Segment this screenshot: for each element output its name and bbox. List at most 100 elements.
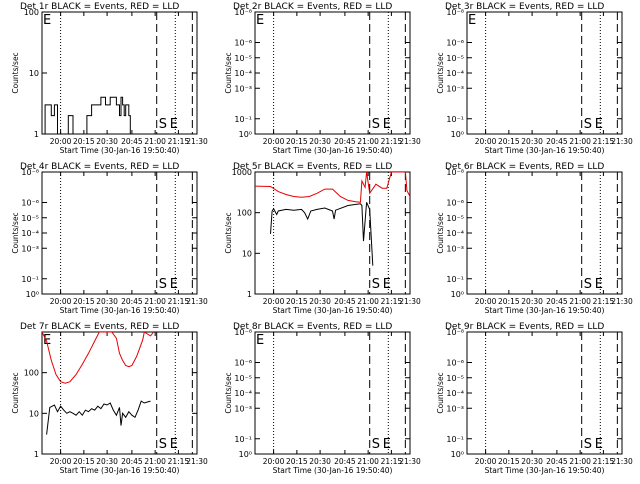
y-tick-label: 10 bbox=[29, 409, 39, 418]
plot-frame bbox=[254, 171, 411, 295]
marker-e-left: E bbox=[468, 13, 476, 28]
y-tick-label: 10⁰ bbox=[26, 290, 39, 299]
x-tick-label: 21:30 bbox=[399, 457, 421, 466]
marker-e-left: E bbox=[256, 333, 264, 348]
marker-e-label: E bbox=[595, 437, 603, 452]
x-tick-label: 21:15 bbox=[593, 457, 615, 466]
x-tick-label: 20:15 bbox=[286, 457, 308, 466]
y-axis-label: Counts/sec bbox=[224, 52, 233, 93]
y-tick-label: 10⁻³ bbox=[234, 84, 252, 93]
x-tick-label: 20:45 bbox=[334, 457, 356, 466]
y-tick-label: 10 bbox=[242, 249, 252, 258]
panel-det-5: Det 5r BLACK = Events, RED = LLD 1 10 100 10… bbox=[224, 162, 421, 315]
series-lld-red bbox=[42, 332, 154, 384]
x-tick-label: 20:15 bbox=[73, 297, 95, 306]
y-tick-label: 10⁻⁸ bbox=[446, 328, 464, 337]
panel-det-3: Det 3r BLACK = Events, RED = LLD 10⁰ 10⁻¹ 1… bbox=[436, 2, 633, 155]
y-tick-label: 10⁻⁴ bbox=[446, 69, 464, 78]
marker-e-label: E bbox=[595, 277, 603, 292]
y-tick-label: 10⁰ bbox=[451, 290, 464, 299]
y-tick-label: 10 bbox=[29, 69, 39, 78]
y-tick-label: 10⁻¹ bbox=[234, 115, 252, 124]
x-tick-label: 21:15 bbox=[593, 137, 615, 146]
x-axis-label: Start Time (30-Jan-16 19:50:40) bbox=[273, 306, 393, 315]
plot-frame bbox=[466, 171, 623, 295]
y-tick-label: 10⁻¹ bbox=[234, 435, 252, 444]
x-tick-label: 20:45 bbox=[121, 297, 143, 306]
x-tick-label: 20:00 bbox=[475, 137, 497, 146]
marker-s-label: S bbox=[584, 117, 592, 132]
y-tick-label: 100 bbox=[237, 209, 252, 218]
panel-det-6: Det 6r BLACK = Events, RED = LLD 10⁰ 10⁻¹ 1… bbox=[436, 162, 633, 315]
y-tick-label: 10⁰ bbox=[239, 130, 252, 139]
y-tick-label: 10⁻⁴ bbox=[21, 229, 39, 238]
series-events-black bbox=[42, 96, 131, 134]
plot-frame bbox=[254, 11, 411, 135]
x-tick-label: 20:30 bbox=[96, 297, 118, 306]
x-tick-label: 20:45 bbox=[334, 297, 356, 306]
y-tick-label: 1 bbox=[34, 130, 39, 139]
x-axis-label: Start Time (30-Jan-16 19:50:40) bbox=[273, 146, 393, 155]
x-axis-label: Start Time (30-Jan-16 19:50:40) bbox=[273, 466, 393, 475]
y-tick-label: 10⁻⁸ bbox=[446, 168, 464, 177]
x-tick-label: 20:45 bbox=[121, 137, 143, 146]
y-tick-label: 1 bbox=[247, 290, 252, 299]
marker-e-label: E bbox=[170, 437, 178, 452]
x-axis-label: Start Time (30-Jan-16 19:50:40) bbox=[485, 306, 605, 315]
marker-e-left: E bbox=[256, 13, 264, 28]
y-axis-label: Counts/sec bbox=[224, 212, 233, 253]
marker-e-label: E bbox=[383, 117, 391, 132]
x-tick-label: 20:15 bbox=[286, 297, 308, 306]
panel-det-9: Det 9r BLACK = Events, RED = LLD 10⁰ 10⁻¹ 1… bbox=[436, 322, 633, 475]
x-tick-label: 21:00 bbox=[144, 137, 166, 146]
x-tick-label: 21:00 bbox=[357, 457, 379, 466]
marker-e-label: E bbox=[383, 277, 391, 292]
x-tick-label: 21:00 bbox=[357, 137, 379, 146]
x-axis-label: Start Time (30-Jan-16 19:50:40) bbox=[485, 146, 605, 155]
x-tick-label: 21:00 bbox=[569, 297, 591, 306]
y-axis-label: Counts/sec bbox=[436, 212, 445, 253]
x-tick-label: 20:30 bbox=[309, 297, 331, 306]
panel-det-2: Det 2r BLACK = Events, RED = LLD 10⁰ 10⁻¹ 1… bbox=[224, 2, 421, 155]
x-tick-label: 21:30 bbox=[186, 457, 208, 466]
marker-s-label: S bbox=[372, 117, 380, 132]
marker-e-label: E bbox=[170, 117, 178, 132]
panel-title: Det 7r BLACK = Events, RED = LLD bbox=[20, 322, 179, 332]
panel-title: Det 5r BLACK = Events, RED = LLD bbox=[233, 162, 392, 172]
x-tick-label: 20:30 bbox=[309, 457, 331, 466]
x-tick-label: 20:30 bbox=[521, 137, 543, 146]
y-tick-label: 10⁻¹ bbox=[446, 435, 464, 444]
x-tick-label: 20:15 bbox=[498, 137, 520, 146]
y-tick-label: 10⁻⁸ bbox=[234, 8, 252, 17]
marker-e-label: E bbox=[595, 117, 603, 132]
y-tick-label: 10⁻⁶ bbox=[446, 359, 464, 368]
x-tick-label: 21:30 bbox=[399, 137, 421, 146]
panel-title: Det 8r BLACK = Events, RED = LLD bbox=[233, 322, 392, 332]
panel-det-1: Det 1r BLACK = Events, RED = LLD 1 10 100 20… bbox=[11, 2, 208, 155]
x-tick-label: 21:30 bbox=[611, 457, 633, 466]
y-axis-label: Counts/sec bbox=[436, 372, 445, 413]
x-tick-label: 20:15 bbox=[498, 457, 520, 466]
x-tick-label: 21:30 bbox=[186, 137, 208, 146]
x-tick-label: 21:15 bbox=[381, 457, 403, 466]
marker-e-left: E bbox=[43, 333, 51, 348]
marker-s-label: S bbox=[159, 437, 167, 452]
y-tick-label: 10⁻⁵ bbox=[234, 54, 252, 63]
y-tick-label: 100 bbox=[24, 8, 39, 17]
marker-s-label: S bbox=[372, 437, 380, 452]
x-tick-label: 21:30 bbox=[186, 297, 208, 306]
y-axis-label: Counts/sec bbox=[11, 212, 20, 253]
y-tick-label: 10⁻³ bbox=[446, 244, 464, 253]
panel-det-4: Det 4r BLACK = Events, RED = LLD 10⁰ 10⁻¹ 1… bbox=[11, 162, 208, 315]
plot-frame bbox=[41, 331, 198, 455]
y-tick-label: 10⁻⁸ bbox=[234, 328, 252, 337]
y-tick-label: 10⁻⁴ bbox=[446, 229, 464, 238]
marker-s-label: S bbox=[584, 437, 592, 452]
y-tick-label: 10⁻⁶ bbox=[234, 359, 252, 368]
x-tick-label: 21:15 bbox=[168, 457, 190, 466]
x-axis-label: Start Time (30-Jan-16 19:50:40) bbox=[60, 466, 180, 475]
x-tick-label: 21:15 bbox=[381, 297, 403, 306]
panel-title: Det 3r BLACK = Events, RED = LLD bbox=[445, 2, 604, 12]
y-tick-label: 10⁻⁴ bbox=[446, 389, 464, 398]
